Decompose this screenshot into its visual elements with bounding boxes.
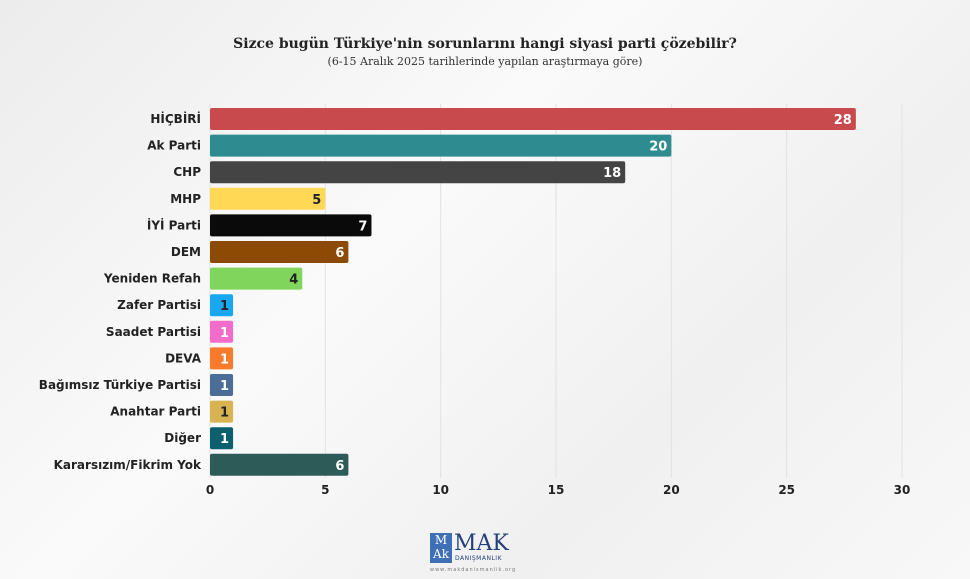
- category-label: CHP: [173, 165, 201, 179]
- logo-tagline: DANIŞMANLIK: [455, 555, 503, 562]
- bar: [210, 427, 234, 450]
- x-tick-label: 15: [548, 483, 565, 497]
- data-label: 1: [220, 352, 229, 367]
- category-label: Saadet Partisi: [106, 325, 201, 339]
- category-label: Yeniden Refah: [103, 272, 201, 286]
- chart-title: Sizce bugün Türkiye'nin sorunlarını hang…: [233, 36, 737, 52]
- x-tick-label: 5: [321, 483, 329, 497]
- category-label: HİÇBİRİ: [150, 111, 201, 126]
- bar: [210, 267, 303, 290]
- data-label: 6: [335, 459, 344, 474]
- category-label: Zafer Partisi: [117, 298, 201, 312]
- data-label: 1: [220, 406, 229, 421]
- logo-mark: M Ak: [430, 533, 452, 563]
- data-label: 4: [289, 273, 298, 288]
- bar: [210, 294, 234, 317]
- category-label: Bağımsız Türkiye Partisi: [39, 378, 201, 392]
- data-label: 6: [335, 246, 344, 261]
- category-label: Ak Parti: [147, 139, 201, 153]
- category-label: DEVA: [165, 351, 202, 365]
- data-label: 1: [220, 299, 229, 314]
- bar: [210, 161, 626, 184]
- x-tick-label: 10: [432, 483, 449, 497]
- bar: [210, 400, 234, 423]
- bar: [210, 241, 349, 263]
- data-label: 18: [603, 166, 621, 181]
- category-label: Kararsızım/Fikrim Yok: [54, 458, 202, 472]
- category-label: Diğer: [164, 431, 201, 445]
- data-label: 7: [358, 219, 367, 234]
- data-label: 1: [220, 326, 229, 341]
- data-label: 1: [220, 379, 229, 394]
- logo-website: www.makdanismanlik.org: [430, 567, 517, 573]
- chart-subtitle: (6-15 Aralık 2025 tarihlerinde yapılan a…: [327, 55, 643, 68]
- category-label: MHP: [170, 192, 201, 206]
- bar: [210, 187, 326, 210]
- bar: [210, 214, 372, 237]
- category-label: DEM: [171, 245, 201, 259]
- data-label: 20: [649, 140, 667, 155]
- category-label: Anahtar Parti: [110, 405, 201, 419]
- bar: [210, 320, 234, 343]
- logo-name: MAK: [454, 531, 509, 556]
- x-tick-label: 20: [663, 483, 680, 497]
- bar: [210, 374, 234, 396]
- data-label: 28: [834, 113, 852, 128]
- bar: [210, 108, 856, 130]
- logo: M Ak MAK DANIŞMANLIK www.makdanismanlik.o…: [430, 531, 517, 578]
- data-label: 5: [312, 193, 321, 208]
- bar: [210, 134, 672, 157]
- data-label: 1: [220, 432, 229, 447]
- bar: [210, 347, 234, 370]
- category-label: İYİ Parti: [147, 217, 201, 232]
- bar: [210, 453, 349, 476]
- x-tick-label: 30: [894, 483, 911, 497]
- x-tick-label: 25: [778, 483, 795, 497]
- x-tick-label: 0: [206, 483, 214, 497]
